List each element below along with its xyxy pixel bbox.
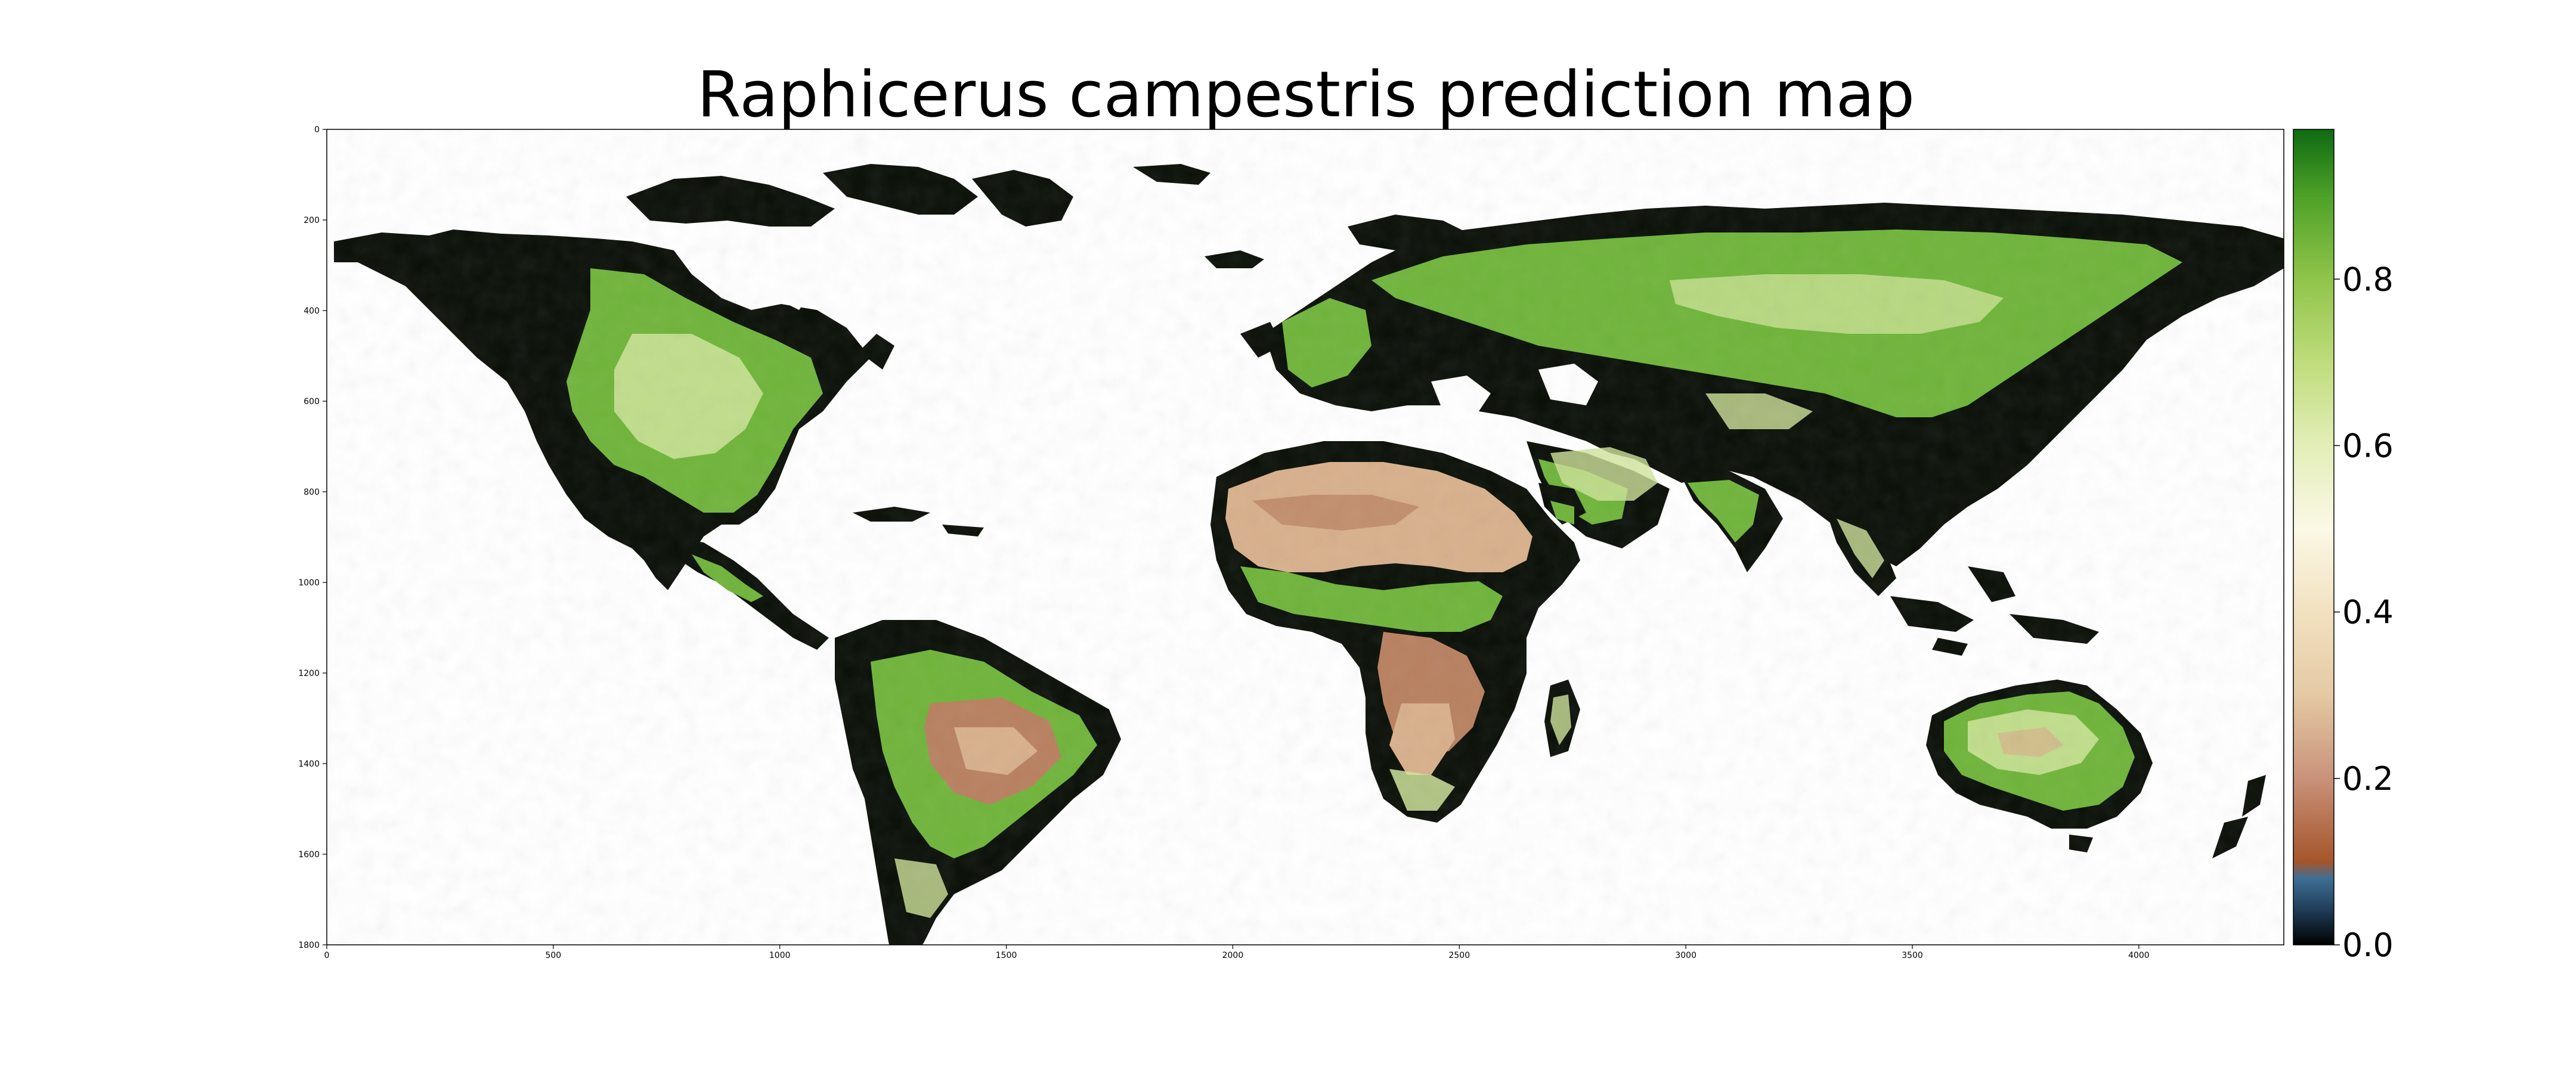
y-tick-label: 400 — [304, 306, 320, 316]
colorbar — [2293, 129, 2334, 945]
colorbar-tick-label: 0.4 — [2342, 594, 2394, 631]
y-tick-label: 1400 — [298, 759, 320, 769]
x-axis-ticks: 0 500 1000 1500 2000 2500 3000 3500 4000 — [324, 945, 2150, 960]
map-title: Raphicerus campestris prediction map — [697, 58, 1915, 131]
colorbar-tick-label: 0.8 — [2342, 261, 2394, 298]
x-tick-label: 4000 — [2128, 951, 2150, 960]
y-tick-label: 1000 — [298, 578, 320, 588]
colorbar-tick-label: 0.2 — [2342, 760, 2394, 798]
x-tick-label: 0 — [324, 951, 330, 960]
colorbar-tick-label: 0.0 — [2342, 926, 2394, 964]
x-tick-label: 3000 — [1675, 951, 1696, 960]
y-tick-label: 800 — [304, 488, 320, 497]
texture-overlay — [327, 129, 2284, 945]
x-tick-label: 1500 — [996, 951, 1017, 960]
y-tick-label: 1800 — [298, 941, 320, 950]
colorbar-ticks: 0.0 0.2 0.4 0.6 0.8 — [2334, 261, 2394, 964]
landmasses — [327, 129, 2284, 945]
colorbar-tick-label: 0.6 — [2342, 427, 2394, 464]
map-frame — [326, 129, 2284, 945]
y-tick-label: 1600 — [298, 850, 320, 860]
x-tick-label: 500 — [545, 951, 561, 960]
y-axis-ticks: 0 200 400 600 800 1000 1200 1400 1600 1800 — [298, 125, 327, 950]
x-tick-label: 2500 — [1448, 951, 1470, 960]
x-tick-label: 2000 — [1222, 951, 1244, 960]
x-tick-label: 1000 — [769, 951, 791, 960]
y-tick-label: 600 — [304, 397, 320, 407]
y-tick-label: 0 — [314, 125, 320, 135]
y-tick-label: 200 — [304, 216, 320, 225]
x-tick-label: 3500 — [1902, 951, 1923, 960]
y-tick-label: 1200 — [298, 669, 320, 678]
